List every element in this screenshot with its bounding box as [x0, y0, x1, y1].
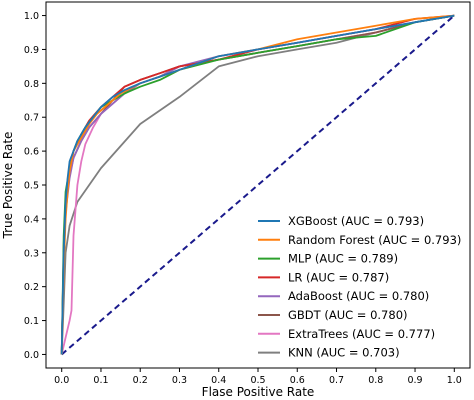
- y-tick-label: 0.7: [24, 113, 39, 124]
- x-axis-label: Flase Positive Rate: [202, 385, 315, 399]
- x-tick-label: 0.5: [250, 375, 265, 386]
- y-tick-label: 0.1: [24, 316, 39, 327]
- legend-label-4: AdaBoost (AUC = 0.780): [288, 289, 429, 303]
- y-ticks: 0.0 0.1 0.2 0.3 0.4 0.5 0.6 0.7 0.8 0.9 1.0: [24, 11, 46, 361]
- legend-label-1: Random Forest (AUC = 0.793): [288, 233, 461, 247]
- legend-label-6: ExtraTrees (AUC = 0.777): [288, 327, 435, 341]
- y-tick-label: 0.8: [24, 79, 39, 90]
- x-tick-label: 0.8: [368, 375, 383, 386]
- x-tick-label: 0.2: [133, 375, 148, 386]
- y-axis-label: True Positive Rate: [1, 132, 15, 240]
- x-tick-label: 0.0: [54, 375, 69, 386]
- legend-label-7: KNN (AUC = 0.703): [288, 346, 400, 360]
- x-tick-label: 0.4: [211, 375, 226, 386]
- x-tick-label: 0.9: [407, 375, 422, 386]
- y-tick-label: 0.3: [24, 248, 39, 259]
- chance-diagonal-line: [61, 14, 455, 356]
- legend-label-0: XGBoost (AUC = 0.793): [288, 214, 424, 228]
- x-ticks: 0.0 0.1 0.2 0.3 0.4 0.5 0.6 0.7 0.8 0.9 1.0: [54, 368, 462, 386]
- y-tick-label: 1.0: [24, 11, 39, 22]
- y-tick-label: 0.9: [24, 45, 39, 56]
- x-tick-label: 0.1: [93, 375, 108, 386]
- legend-label-3: LR (AUC = 0.787): [288, 270, 389, 284]
- legend: XGBoost (AUC = 0.793) Random Forest (AUC …: [258, 214, 461, 360]
- y-tick-label: 0.0: [24, 350, 39, 361]
- y-tick-label: 0.6: [24, 147, 39, 158]
- series-line-7: [60, 14, 455, 355]
- legend-label-2: MLP (AUC = 0.789): [288, 252, 398, 266]
- y-tick-label: 0.5: [24, 181, 39, 192]
- x-tick-label: 1.0: [447, 375, 462, 386]
- y-tick-label: 0.4: [24, 214, 39, 225]
- x-tick-label: 0.7: [329, 375, 344, 386]
- y-tick-label: 0.2: [24, 282, 39, 293]
- series-group: [60, 14, 455, 355]
- x-tick-label: 0.3: [172, 375, 187, 386]
- x-tick-label: 0.6: [290, 375, 305, 386]
- legend-label-5: GBDT (AUC = 0.780): [288, 308, 408, 322]
- series-line-0: [60, 14, 455, 355]
